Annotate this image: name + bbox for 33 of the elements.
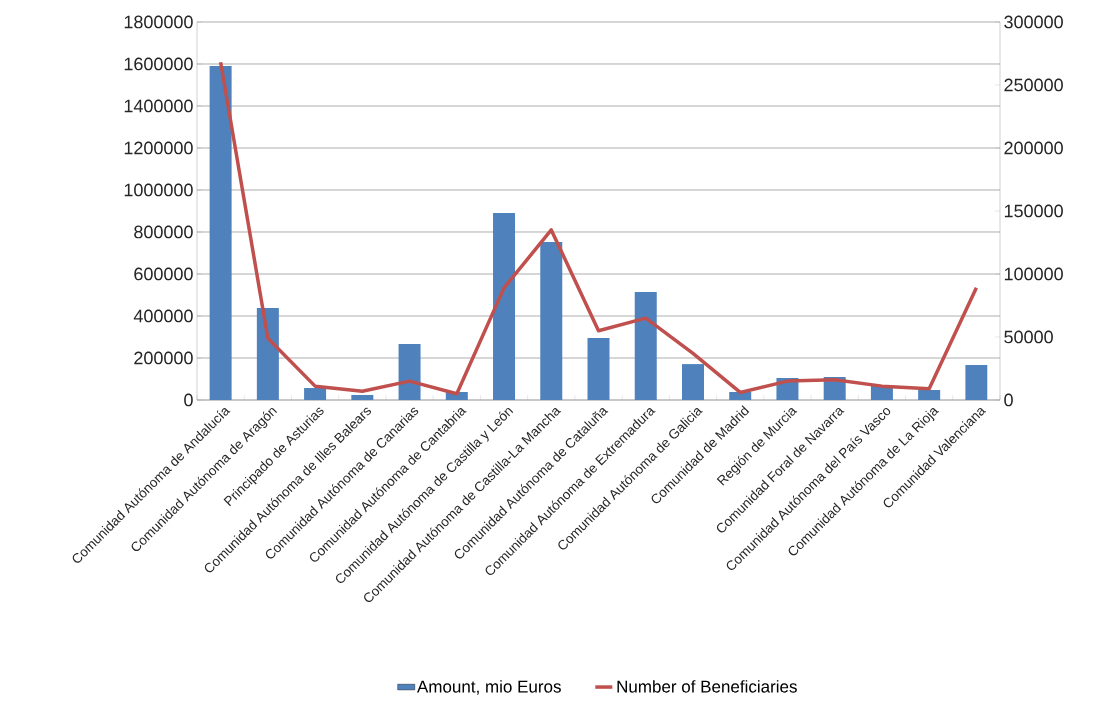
y-tick-label: 1200000 bbox=[124, 141, 193, 155]
bar bbox=[918, 389, 941, 400]
y-tick-label: 0 bbox=[184, 393, 193, 407]
y2-tick-label: 200000 bbox=[1004, 141, 1063, 155]
y-tick-label: 1600000 bbox=[124, 57, 193, 71]
line-series bbox=[218, 60, 979, 396]
legend-label: Number of Beneficiaries bbox=[617, 680, 797, 693]
bar bbox=[351, 394, 374, 400]
y-tick-label: 1400000 bbox=[124, 99, 193, 113]
y2-tick-label: 150000 bbox=[1004, 204, 1063, 218]
y-tick-label: 1800000 bbox=[124, 15, 193, 29]
y2-tick-label: 100000 bbox=[1004, 267, 1063, 281]
legend-label: Amount, mio Euros bbox=[417, 680, 561, 695]
y-tick-label: 1000000 bbox=[124, 183, 193, 197]
y2-tick-label: 50000 bbox=[1004, 330, 1053, 344]
y-tick-label: 800000 bbox=[134, 225, 193, 239]
y2-tick-label: 250000 bbox=[1004, 78, 1063, 92]
y2-tick-label: 300000 bbox=[1004, 15, 1063, 29]
bar bbox=[256, 308, 279, 400]
bar bbox=[398, 343, 421, 400]
bar bbox=[209, 66, 232, 400]
bar bbox=[304, 388, 327, 400]
y-tick-label: 200000 bbox=[134, 351, 193, 365]
bar bbox=[540, 242, 563, 400]
y-tick-label: 600000 bbox=[134, 267, 193, 281]
y-tick-label: 400000 bbox=[133, 309, 193, 323]
bar bbox=[965, 364, 988, 400]
bar bbox=[493, 213, 516, 400]
bar bbox=[729, 392, 752, 400]
bar bbox=[587, 338, 610, 400]
bar bbox=[634, 292, 657, 400]
y2-tick-label: 0 bbox=[1004, 393, 1013, 407]
bar bbox=[681, 364, 704, 400]
